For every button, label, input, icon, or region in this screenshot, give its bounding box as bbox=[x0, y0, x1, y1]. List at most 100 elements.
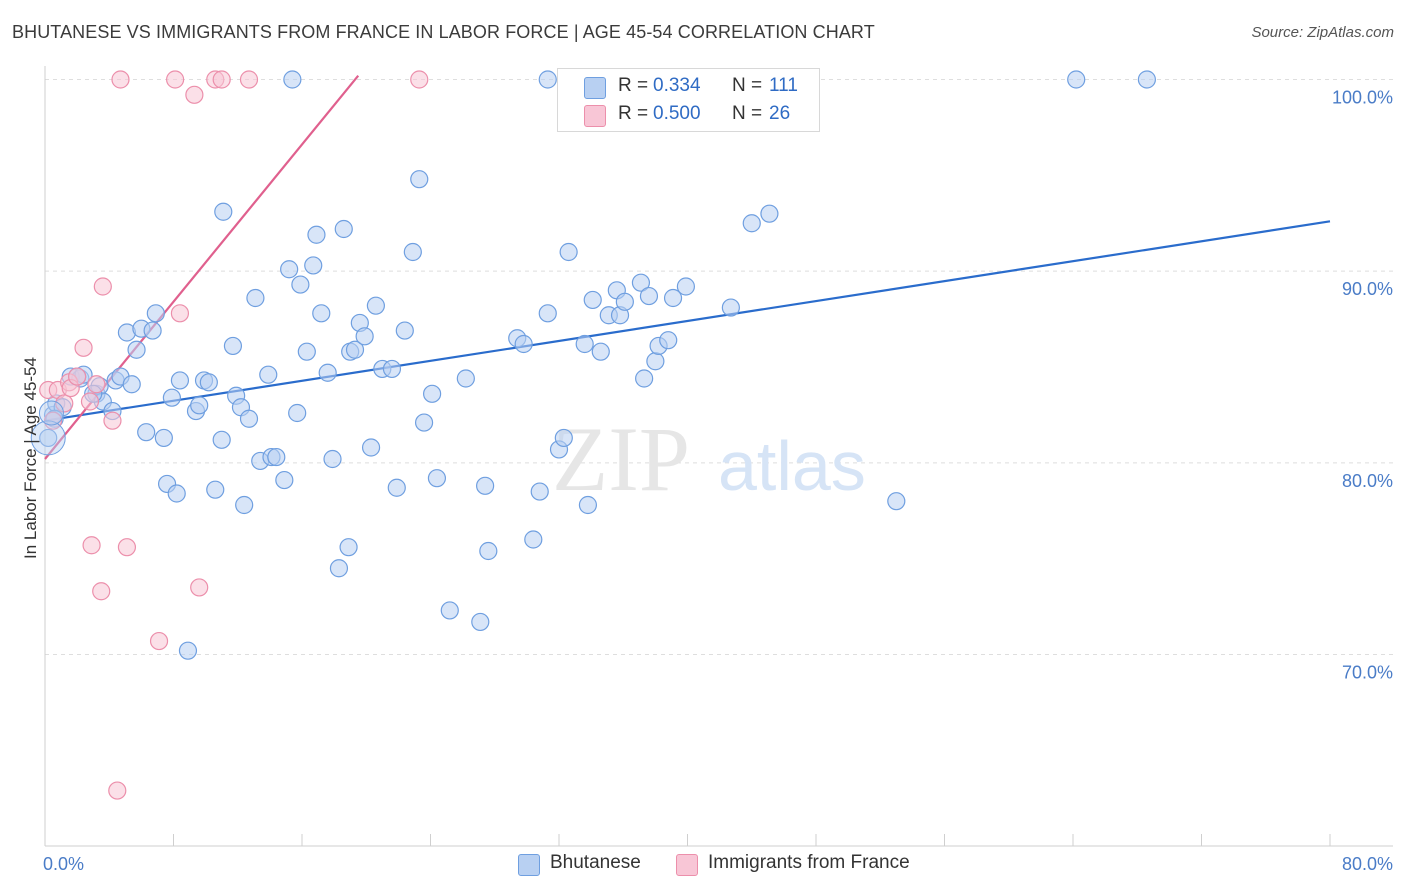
point-bhutanese-cluster bbox=[30, 420, 66, 456]
point-bhutanese bbox=[355, 327, 374, 346]
point-france bbox=[170, 304, 190, 323]
legend-label-bhutanese: Bhutanese bbox=[550, 852, 641, 873]
point-bhutanese bbox=[214, 202, 233, 221]
point-bhutanese bbox=[631, 273, 651, 292]
point-bhutanese bbox=[382, 359, 402, 379]
point-bhutanese bbox=[143, 321, 162, 340]
point-bhutanese bbox=[259, 365, 278, 384]
point-bhutanese bbox=[291, 275, 310, 294]
point-france bbox=[55, 394, 74, 413]
point-bhutanese bbox=[39, 428, 58, 448]
chart-title: BHUTANESE VS IMMIGRANTS FROM FRANCE IN L… bbox=[12, 22, 875, 42]
point-bhutanese bbox=[329, 559, 349, 578]
point-bhutanese bbox=[530, 482, 549, 501]
point-bhutanese bbox=[403, 242, 422, 262]
point-bhutanese bbox=[318, 363, 337, 382]
point-bhutanese bbox=[538, 304, 557, 323]
x-tick-label-max: 80.0% bbox=[1342, 854, 1393, 874]
point-bhutanese bbox=[639, 286, 659, 306]
point-bhutanese bbox=[334, 219, 353, 239]
r-label: R = bbox=[618, 75, 649, 96]
point-bhutanese bbox=[297, 342, 316, 361]
point-bhutanese bbox=[554, 428, 573, 448]
point-bhutanese bbox=[410, 170, 429, 189]
point-bhutanese bbox=[170, 371, 190, 390]
y-tick-label: 70.0% bbox=[1342, 663, 1393, 683]
trend-line-bhutanese bbox=[44, 220, 1331, 422]
data-points bbox=[30, 70, 1156, 800]
point-france bbox=[166, 70, 185, 89]
point-france bbox=[108, 781, 127, 800]
n-label: N = bbox=[732, 75, 763, 96]
point-bhutanese bbox=[345, 340, 365, 359]
point-bhutanese bbox=[312, 304, 331, 323]
point-bhutanese bbox=[275, 470, 294, 490]
point-bhutanese bbox=[440, 601, 459, 620]
point-bhutanese bbox=[167, 484, 186, 503]
point-france bbox=[410, 70, 429, 89]
france-swatch bbox=[584, 105, 606, 127]
point-bhutanese bbox=[162, 388, 181, 407]
point-bhutanese-cluster bbox=[38, 400, 64, 426]
point-bhutanese bbox=[146, 304, 165, 323]
point-france bbox=[103, 411, 122, 430]
y-axis-label: In Labor Force | Age 45-54 bbox=[21, 357, 40, 559]
point-bhutanese bbox=[235, 495, 254, 515]
n-value: 111 bbox=[769, 75, 798, 96]
point-bhutanese bbox=[414, 413, 434, 432]
point-bhutanese bbox=[366, 296, 385, 315]
gridlines bbox=[45, 79, 1393, 655]
point-bhutanese bbox=[307, 225, 326, 244]
point-bhutanese bbox=[190, 396, 209, 415]
point-france bbox=[82, 536, 101, 555]
r-label: R = bbox=[618, 103, 649, 124]
n-label: N = bbox=[732, 103, 763, 124]
watermark-atlas: atlas bbox=[718, 427, 866, 505]
point-bhutanese bbox=[663, 288, 683, 308]
point-bhutanese bbox=[199, 373, 218, 392]
point-bhutanese bbox=[423, 384, 442, 403]
point-bhutanese bbox=[178, 641, 198, 660]
point-bhutanese bbox=[676, 277, 695, 296]
point-bhutanese bbox=[127, 340, 146, 359]
watermark-zip: ZIP bbox=[552, 408, 690, 510]
point-bhutanese bbox=[283, 70, 302, 89]
bhutanese-swatch bbox=[584, 77, 606, 99]
point-france bbox=[149, 631, 169, 651]
y-tick-labels: 100.0% 90.0% 80.0% 70.0% bbox=[1332, 88, 1393, 683]
point-bhutanese bbox=[395, 321, 414, 340]
point-bhutanese bbox=[288, 403, 307, 423]
point-france bbox=[92, 582, 111, 601]
point-bhutanese bbox=[538, 70, 557, 89]
chart-source: Source: ZipAtlas.com bbox=[1251, 24, 1394, 41]
point-bhutanese bbox=[1137, 70, 1156, 89]
point-bhutanese bbox=[659, 331, 678, 350]
point-france bbox=[93, 277, 112, 296]
point-bhutanese bbox=[154, 428, 173, 448]
point-france bbox=[68, 367, 87, 386]
point-bhutanese bbox=[591, 342, 610, 361]
point-bhutanese bbox=[559, 242, 578, 262]
point-bhutanese bbox=[887, 492, 906, 511]
point-bhutanese bbox=[206, 480, 225, 499]
r-value: 0.500 bbox=[653, 103, 701, 124]
point-bhutanese bbox=[387, 478, 406, 497]
y-tick-label: 100.0% bbox=[1332, 88, 1393, 108]
point-bhutanese bbox=[578, 495, 598, 515]
point-france bbox=[74, 338, 93, 357]
point-bhutanese bbox=[239, 409, 259, 428]
y-tick-label: 80.0% bbox=[1342, 471, 1393, 491]
point-bhutanese bbox=[1067, 70, 1086, 89]
point-bhutanese bbox=[339, 538, 358, 557]
axes bbox=[44, 66, 1393, 847]
r-value: 0.334 bbox=[653, 75, 701, 96]
point-france bbox=[80, 392, 100, 411]
point-bhutanese bbox=[479, 541, 498, 561]
point-bhutanese bbox=[361, 438, 381, 457]
point-bhutanese bbox=[760, 204, 779, 223]
stats-legend-row-france: R = 0.500 N = 26 bbox=[558, 101, 819, 129]
point-bhutanese bbox=[721, 298, 740, 317]
legend-label-france: Immigrants from France bbox=[708, 852, 910, 873]
stats-legend: R = 0.334 N = 111 R = 0.500 N = 26 bbox=[557, 68, 820, 132]
